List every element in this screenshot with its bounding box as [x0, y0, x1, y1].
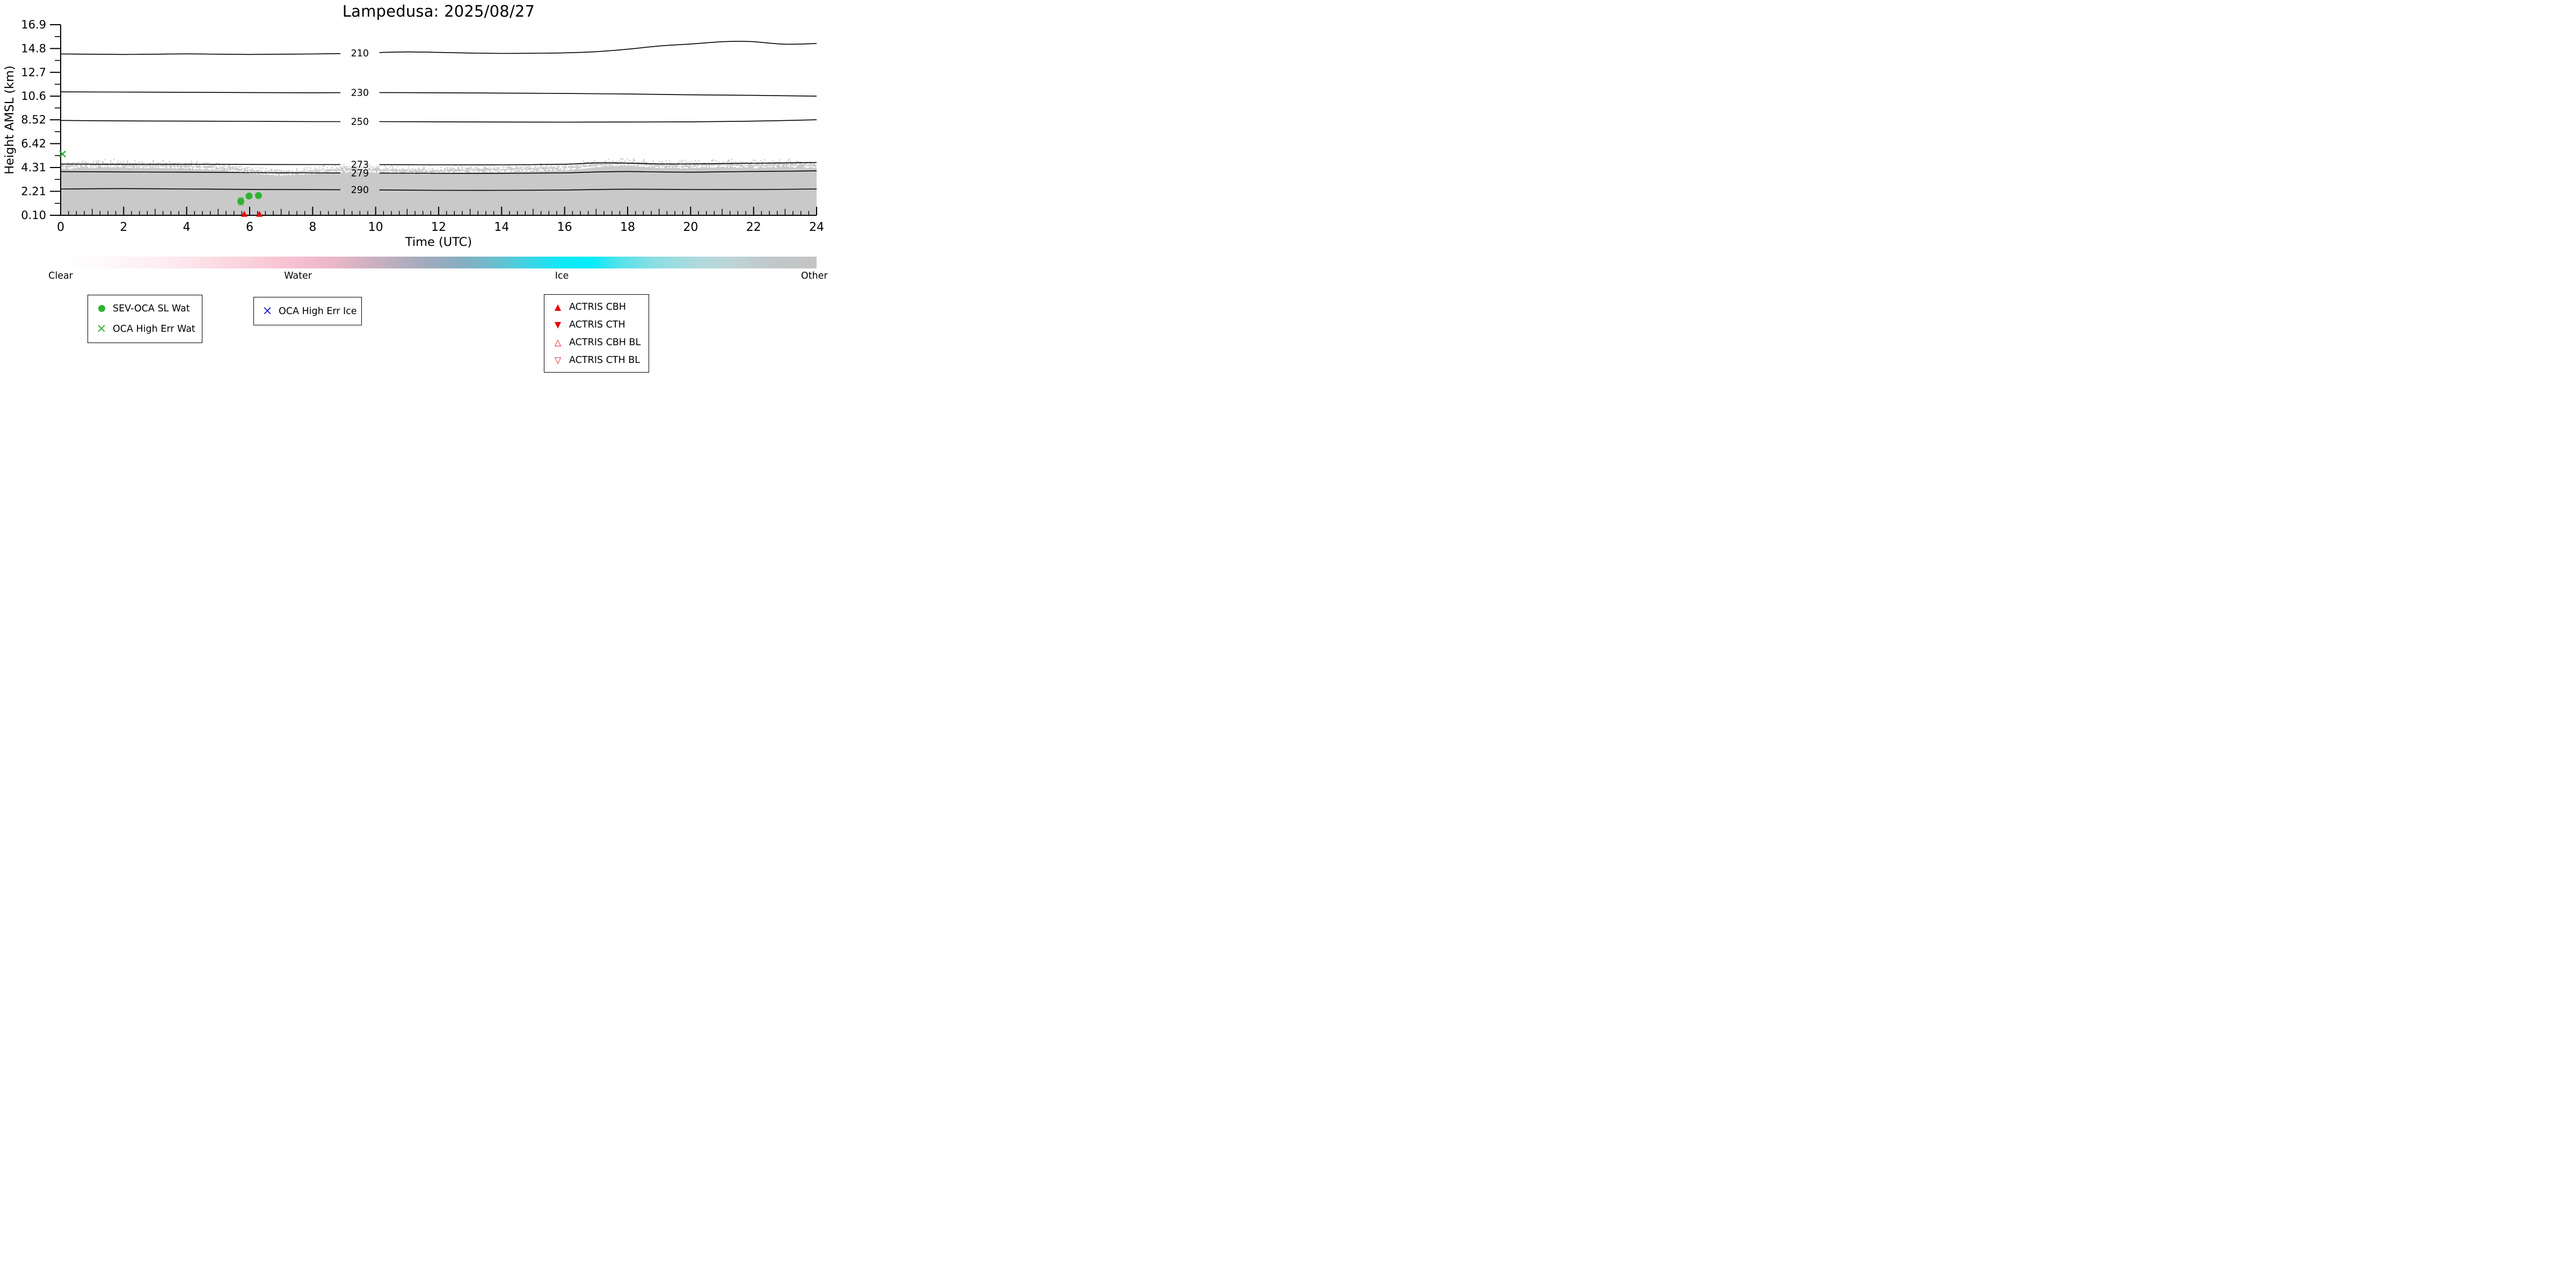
legend-label: ACTRIS CBH	[569, 301, 626, 312]
legend-label: OCA High Err Wat	[113, 323, 195, 334]
series-sev-oca-sl-wat	[237, 192, 262, 206]
blue-x-icon: ×	[262, 304, 273, 318]
green-filled-circle-icon	[98, 305, 105, 312]
classification-colorbar: Clear Water Ice Other	[48, 257, 828, 286]
colorbar-label-clear: Clear	[48, 271, 73, 281]
contour-label-279: 279	[351, 168, 369, 179]
x-tick-label: 0	[57, 221, 64, 234]
y-tick-label: 10.6	[21, 90, 46, 103]
contour-label-230: 230	[351, 88, 369, 99]
contour-label-290: 290	[351, 185, 369, 196]
x-tick-label: 8	[309, 221, 316, 234]
legend-box-ice-products: × OCA High Err Ice	[253, 297, 362, 325]
legend-box-actris: ▲ ACTRIS CBH ▼ ACTRIS CTH △ ACTRIS CBH B…	[544, 294, 649, 373]
x-tick-label: 16	[557, 221, 572, 234]
y-tick-label: 16.9	[21, 18, 46, 31]
legend-item-actris-cbh: ▲ ACTRIS CBH	[551, 301, 642, 313]
series-actris-cbh	[241, 210, 263, 217]
other-classification-region	[61, 164, 817, 215]
y-tick-label: 12.7	[21, 66, 46, 79]
legend-label: OCA High Err Ice	[279, 305, 357, 317]
red-triangle-up-open-icon: △	[554, 337, 562, 347]
x-tick-label: 24	[809, 221, 824, 234]
x-tick-label: 20	[683, 221, 698, 234]
x-axis-label: Time (UTC)	[405, 235, 472, 249]
y-tick-label: 6.42	[21, 137, 46, 150]
red-triangle-down-open-icon: ▽	[554, 354, 562, 365]
legend-item-oca-high-err-ice: × OCA High Err Ice	[261, 304, 357, 318]
x-tick-label: 6	[246, 221, 253, 234]
red-triangle-up-icon: ▲	[554, 301, 562, 312]
legend-label: ACTRIS CTH	[569, 319, 625, 330]
cloud-product-chart-page: Lampedusa: 2025/08/27 210 230 250 273 279 290…	[0, 0, 859, 430]
y-tick-label: 4.31	[21, 161, 46, 174]
y-tick-label: 8.52	[21, 113, 46, 126]
contour-label-210: 210	[351, 48, 369, 59]
x-axis: 0 2 4 6 8 10 12 14 16 18 20 22 24	[57, 207, 824, 234]
contour-label-250: 250	[351, 117, 369, 128]
legend-item-oca-high-err-wat: × OCA High Err Wat	[95, 323, 195, 335]
legend-box-water-products: SEV-OCA SL Wat × OCA High Err Wat	[88, 295, 202, 343]
y-axis-label: Height AMSL (km)	[3, 66, 17, 174]
green-x-icon: ×	[96, 322, 107, 336]
x-tick-label: 12	[431, 221, 446, 234]
colorbar-label-other: Other	[801, 271, 828, 281]
contour-label-273: 273	[351, 160, 369, 171]
red-triangle-down-icon: ▼	[554, 319, 562, 330]
legend-label: SEV-OCA SL Wat	[113, 303, 190, 314]
y-tick-label: 2.21	[21, 185, 46, 198]
time-height-plot: 21023025027327929016.914.812.710.68.526.…	[3, 18, 824, 249]
colorbar-gradient	[61, 257, 817, 268]
chart-title: Lampedusa: 2025/08/27	[342, 2, 535, 20]
x-tick-label: 18	[620, 221, 635, 234]
x-tick-label: 4	[183, 221, 191, 234]
legend-label: ACTRIS CBH BL	[569, 337, 641, 348]
series-oca-high-err-wat	[59, 150, 66, 158]
legend-label: ACTRIS CTH BL	[569, 354, 640, 366]
y-tick-label: 14.8	[21, 42, 46, 55]
x-tick-label: 22	[746, 221, 761, 234]
colorbar-label-ice: Ice	[555, 271, 569, 281]
y-axis: 16.9 14.8 12.7 10.6 8.52 6.42 4.31 2.21 0.10	[21, 18, 61, 222]
legend-item-actris-cth-bl: ▽ ACTRIS CTH BL	[551, 354, 642, 366]
y-tick-label: 0.10	[21, 209, 46, 222]
legend-item-actris-cth: ▼ ACTRIS CTH	[551, 319, 642, 331]
colorbar-label-water: Water	[284, 271, 312, 281]
axes: 16.914.812.710.68.526.424.312.210.100 2 4 6…	[3, 18, 824, 249]
x-tick-label: 2	[120, 221, 127, 234]
x-tick-label: 10	[368, 221, 383, 234]
legend-item-actris-cbh-bl: △ ACTRIS CBH BL	[551, 337, 642, 348]
legend-item-sev-oca-sl-wat: SEV-OCA SL Wat	[95, 303, 195, 314]
x-tick-label: 14	[494, 221, 509, 234]
